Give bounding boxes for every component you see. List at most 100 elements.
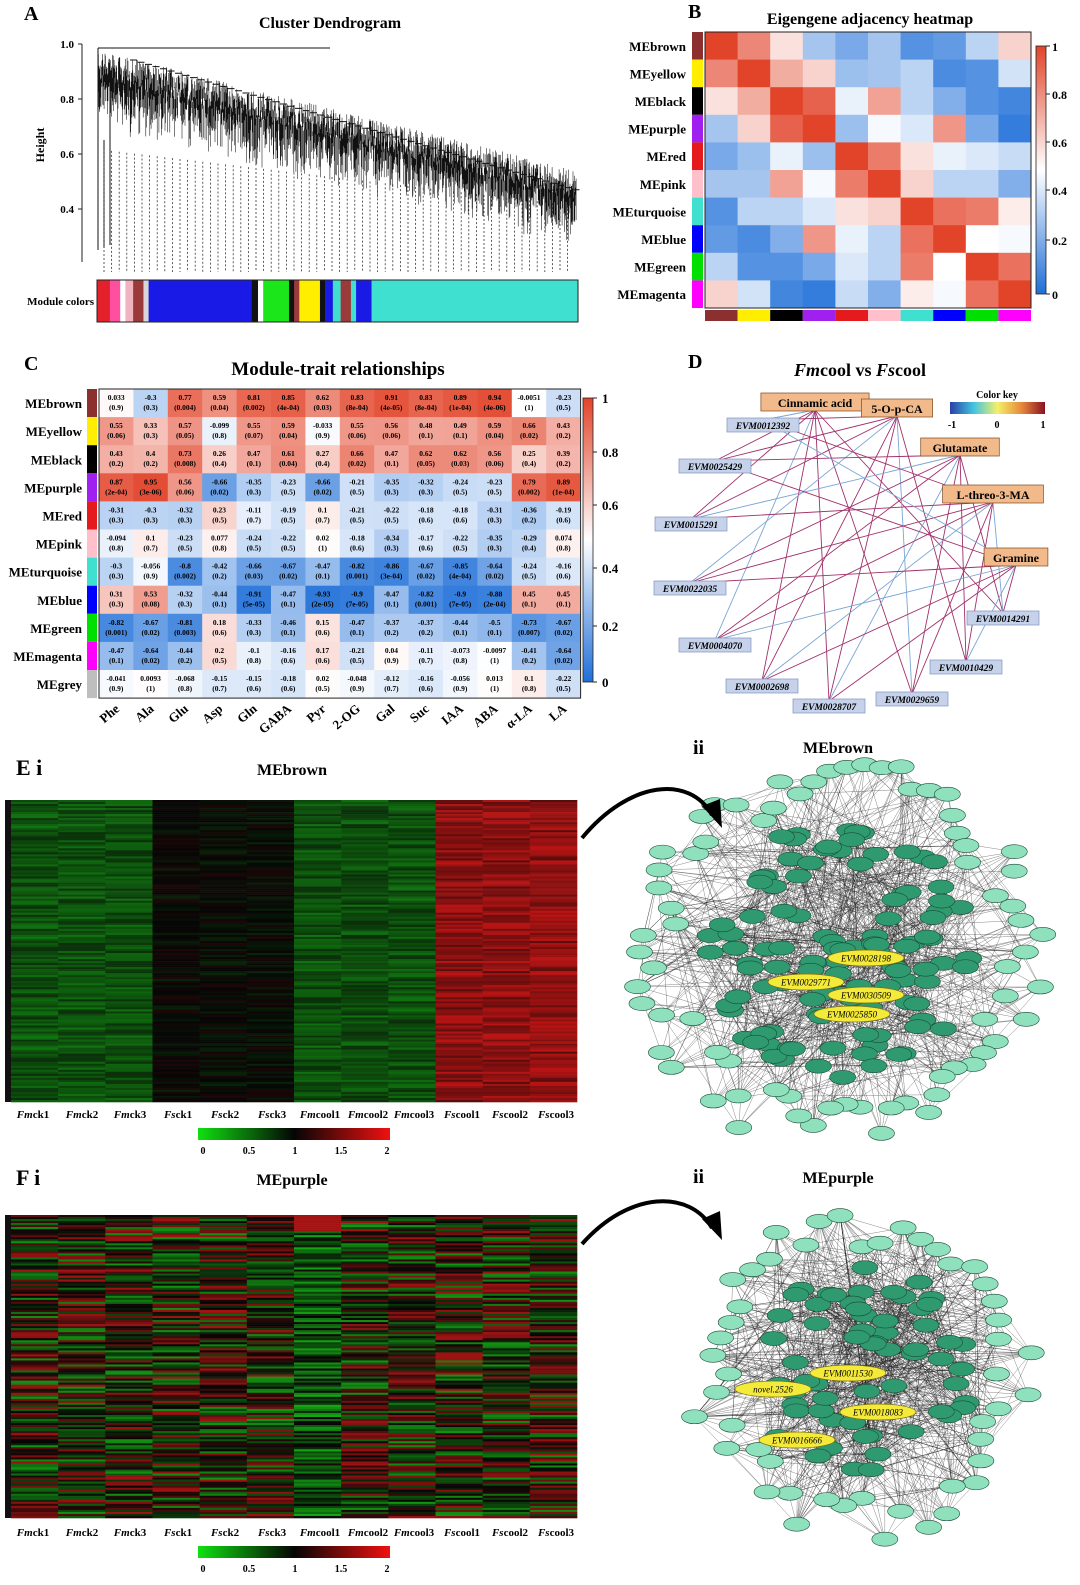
expression-cell: [435, 1289, 483, 1293]
expression-cell: [199, 808, 248, 811]
expression-cell: [482, 1390, 531, 1394]
expression-cell: [58, 1362, 106, 1365]
expression-cell: [199, 1271, 248, 1274]
network-d-edge: [714, 415, 898, 462]
expression-cell: [11, 1340, 59, 1343]
expression-cell: [246, 1011, 295, 1014]
trait-cell-r: -0.47: [108, 646, 124, 655]
expression-cell: [435, 1251, 483, 1254]
expression-cell: [58, 1249, 106, 1252]
expression-cell: [435, 1059, 483, 1063]
network-node: [726, 1299, 754, 1315]
expression-cell: [58, 896, 106, 899]
expression-cell: [152, 1423, 200, 1426]
expression-cell: [435, 1281, 483, 1284]
expression-cell: [58, 1007, 106, 1010]
adjacency-cell: [868, 87, 901, 116]
expression-cell: [246, 1295, 295, 1299]
expression-cell: [58, 1467, 106, 1470]
expression-cell: [199, 1509, 248, 1513]
network-d-edge: [896, 415, 913, 695]
expression-cell: [11, 1045, 59, 1048]
expression-cell: [388, 890, 436, 893]
trait-col-label: IAA: [438, 701, 466, 728]
adjacency-cell: [868, 280, 901, 309]
module-color-segment: [143, 280, 149, 322]
expression-cell: [388, 1087, 436, 1091]
expression-cell: [199, 1394, 248, 1398]
expression-cell: [152, 1354, 200, 1357]
expression-cell: [58, 1061, 106, 1065]
expression-cell: [199, 1501, 248, 1505]
gene-node: [726, 417, 800, 433]
trait-cell: [305, 613, 341, 643]
expression-cell: [294, 906, 342, 910]
expression-cell: [246, 1366, 295, 1369]
network-d-edge: [714, 454, 961, 462]
expression-cell: [435, 1439, 483, 1442]
expression-cell: [105, 961, 153, 964]
expression-cell: [482, 900, 531, 903]
trait-cell-r: -0.29: [521, 534, 537, 543]
expression-cell: [152, 1507, 200, 1511]
expression-cell: [11, 1326, 59, 1329]
expression-cell: [152, 904, 200, 908]
expression-cell: [529, 1307, 578, 1311]
trait-cell-r: 0.56: [385, 421, 398, 430]
network-node: [779, 1041, 806, 1057]
expression-cell: [294, 1227, 342, 1230]
expression-cell: [58, 1366, 106, 1369]
expression-cell: [246, 1507, 295, 1511]
expression-cell: [388, 854, 436, 857]
expression-cell: [152, 850, 200, 853]
expression-cell: [246, 1241, 295, 1244]
expression-cell: [341, 894, 389, 897]
expression-cell: [152, 983, 200, 986]
expression-cell: [199, 1015, 248, 1018]
trait-cell: [305, 473, 341, 502]
expression-cell: [11, 1374, 59, 1377]
trait-cell: [236, 445, 272, 474]
expression-cell: [11, 991, 59, 994]
expression-cell: [199, 1219, 248, 1222]
trait-cell: [271, 445, 306, 474]
network-node: [857, 1462, 885, 1478]
expression-cell: [482, 1297, 531, 1301]
expression-cell: [529, 1051, 578, 1054]
expression-cell: [482, 906, 531, 910]
expression-cell: [246, 884, 295, 887]
expression-cell: [482, 955, 531, 958]
trait-cell-r: -0.47: [349, 618, 365, 627]
expression-cell: [58, 1297, 106, 1301]
adjacency-cell: [965, 114, 999, 143]
expression-cell: [294, 1402, 342, 1406]
expression-cell: [294, 1493, 342, 1497]
expression-cell: [294, 993, 342, 996]
trait-cell-p: (0.001): [105, 628, 127, 637]
expression-cell: [199, 1511, 248, 1515]
trait-cell: [374, 557, 409, 587]
expression-cell: [529, 1079, 578, 1083]
expression-cell: [58, 1307, 106, 1311]
trait-cell-r: 0.55: [350, 421, 363, 430]
expression-cell: [529, 882, 578, 885]
expression-cell: [105, 1421, 153, 1424]
expression-cell: [435, 979, 483, 982]
expression-cell: [529, 946, 578, 950]
trait-cell-p: (3e-06): [140, 487, 163, 496]
expression-cell: [482, 1412, 531, 1416]
expression-cell: [152, 1071, 200, 1075]
expression-cell: [105, 1429, 153, 1432]
expression-cell: [199, 1243, 248, 1246]
expression-cell: [105, 1045, 153, 1048]
expression-cell: [246, 1219, 295, 1222]
expression-cell: [199, 1025, 248, 1028]
expression-cell: [152, 1233, 200, 1236]
expression-cell: [435, 987, 483, 990]
expression-cell: [11, 1370, 59, 1373]
expression-cell: [152, 876, 200, 879]
network-d-edge: [761, 501, 994, 682]
expression-cell: [11, 1027, 59, 1030]
expression-cell: [294, 1441, 342, 1444]
expression-cell: [529, 1031, 578, 1034]
